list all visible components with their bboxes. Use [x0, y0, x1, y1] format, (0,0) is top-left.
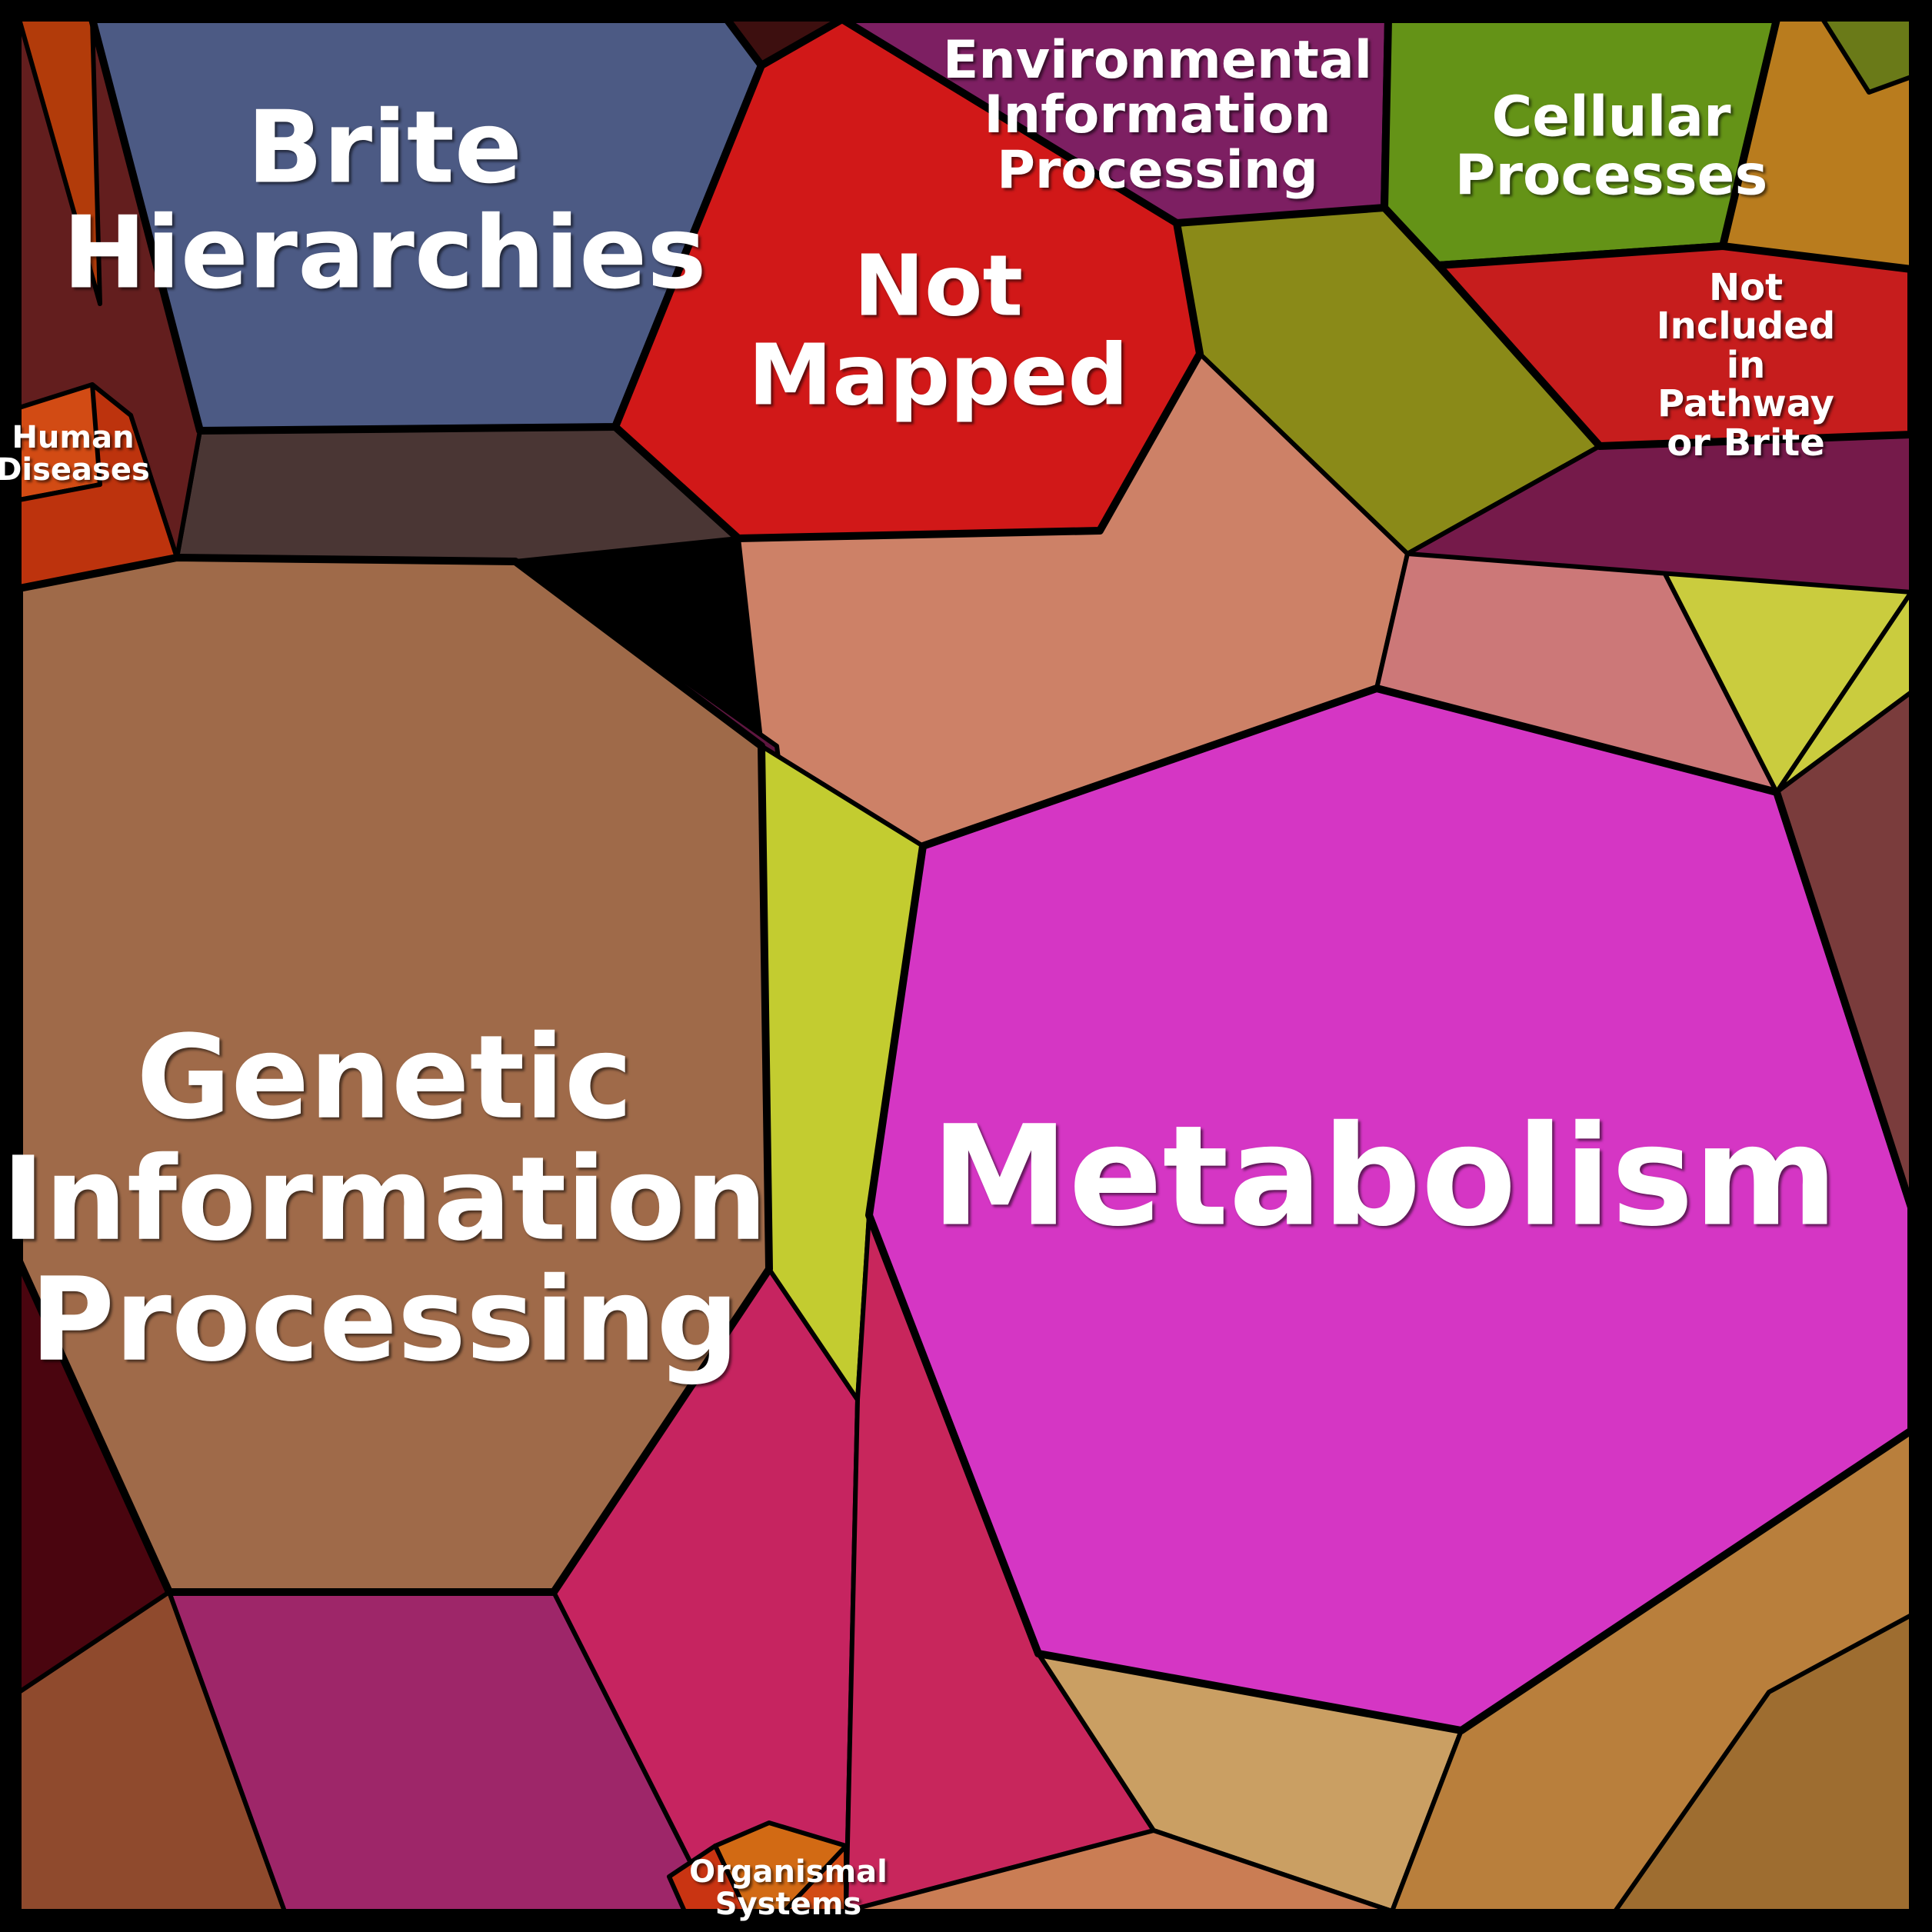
treemap-cell-genetic-main: [19, 558, 769, 1592]
treemap-cell-cellular-main: [1384, 19, 1777, 265]
voronoi-treemap: Genetic Information ProcessingMetabolism…: [0, 0, 1932, 1932]
treemap-svg: [0, 0, 1932, 1932]
